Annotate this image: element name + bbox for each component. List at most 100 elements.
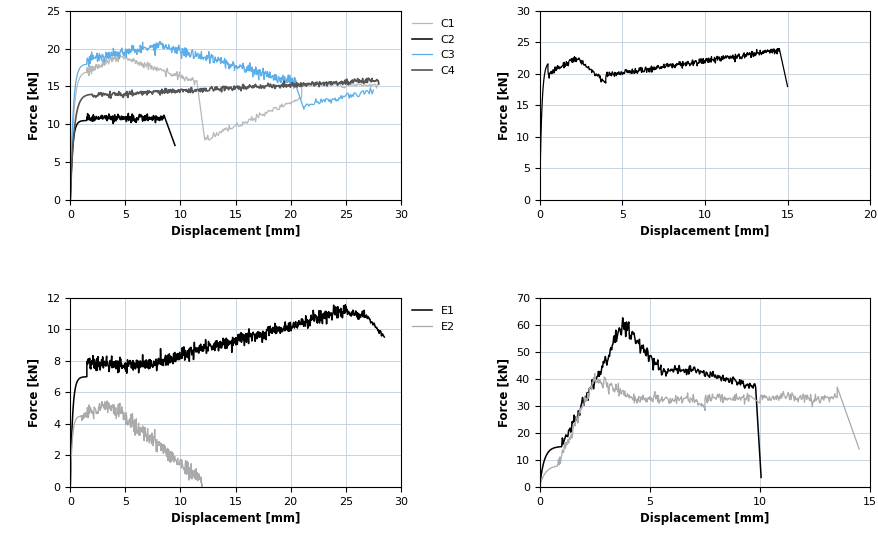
E2 xyxy=(197,486,207,492)
D xyxy=(650,66,660,72)
X-axis label: Displacement [mm]: Displacement [mm] xyxy=(170,512,300,525)
C2 xyxy=(162,123,173,130)
F1 xyxy=(638,349,649,356)
F2 xyxy=(853,446,863,452)
D xyxy=(552,65,563,71)
X-axis label: Displacement [mm]: Displacement [mm] xyxy=(639,512,769,525)
E1 xyxy=(113,362,124,369)
C1 xyxy=(134,59,145,66)
Line: C4: C4 xyxy=(70,78,378,200)
F1 xyxy=(755,474,766,481)
F1 xyxy=(616,315,627,321)
F2 xyxy=(589,370,600,377)
C2 xyxy=(123,110,133,117)
F1 xyxy=(732,379,743,386)
C4 xyxy=(373,80,384,87)
D xyxy=(706,56,716,63)
Line: C1: C1 xyxy=(70,54,378,200)
F2 xyxy=(534,484,544,490)
F2 xyxy=(832,387,843,393)
E1 xyxy=(133,364,143,371)
Legend: E1, E2: E1, E2 xyxy=(407,302,459,336)
C2 xyxy=(111,113,121,120)
C1 xyxy=(192,84,203,90)
C3 xyxy=(99,55,110,62)
C4 xyxy=(83,92,93,98)
C4 xyxy=(363,75,373,82)
C2 xyxy=(65,196,76,203)
X-axis label: Displacement [mm]: Displacement [mm] xyxy=(170,225,300,238)
C4 xyxy=(65,196,76,203)
Legend: D: D xyxy=(876,86,878,106)
D xyxy=(633,68,644,74)
D xyxy=(752,50,762,56)
C4 xyxy=(67,161,77,168)
C2 xyxy=(169,142,180,149)
C3 xyxy=(154,38,164,45)
C4 xyxy=(333,80,343,87)
C3 xyxy=(255,73,266,79)
C2 xyxy=(144,114,155,121)
C1 xyxy=(363,82,374,89)
C1 xyxy=(373,82,384,88)
Line: F1: F1 xyxy=(539,318,760,487)
F2 xyxy=(702,392,712,399)
E1 xyxy=(372,328,383,334)
Line: C3: C3 xyxy=(70,42,373,200)
C4 xyxy=(260,83,270,90)
E1 xyxy=(340,301,350,308)
E1 xyxy=(247,337,257,344)
Line: E1: E1 xyxy=(70,305,384,487)
E2 xyxy=(197,486,207,492)
E2 xyxy=(83,401,94,408)
D xyxy=(773,45,783,52)
Line: D: D xyxy=(539,49,787,200)
X-axis label: Displacement [mm]: Displacement [mm] xyxy=(639,225,769,238)
D xyxy=(534,196,544,203)
F2 xyxy=(587,379,597,386)
D xyxy=(781,83,792,90)
C3 xyxy=(330,98,341,104)
C3 xyxy=(83,56,93,62)
C2 xyxy=(107,113,118,119)
C3 xyxy=(65,196,76,203)
Legend: C1, C2, C3, C4: C1, C2, C3, C4 xyxy=(407,15,459,80)
F1 xyxy=(752,422,762,429)
E1 xyxy=(216,345,227,351)
Y-axis label: Force [kN]: Force [kN] xyxy=(497,358,510,427)
Y-axis label: Force [kN]: Force [kN] xyxy=(497,71,510,140)
E2 xyxy=(180,457,191,464)
F1 xyxy=(601,358,611,364)
Line: C2: C2 xyxy=(70,113,175,200)
F2 xyxy=(846,426,857,433)
Legend: F1, F2: F1, F2 xyxy=(876,302,878,336)
E2 xyxy=(174,461,184,467)
C2 xyxy=(162,119,172,126)
E2 xyxy=(102,398,112,404)
Line: E2: E2 xyxy=(70,401,202,489)
C3 xyxy=(368,86,378,93)
D xyxy=(751,50,761,56)
E1 xyxy=(378,334,389,340)
E2 xyxy=(171,458,182,464)
F1 xyxy=(679,369,689,376)
F2 xyxy=(752,399,763,405)
E2 xyxy=(145,437,155,443)
C1 xyxy=(200,135,211,141)
E2 xyxy=(89,416,99,422)
F2 xyxy=(571,413,581,420)
E1 xyxy=(65,484,76,490)
C4 xyxy=(278,84,289,91)
Line: F2: F2 xyxy=(539,374,858,487)
C3 xyxy=(75,65,85,72)
F1 xyxy=(534,484,544,490)
C3 xyxy=(177,50,188,56)
F1 xyxy=(751,397,761,403)
Y-axis label: Force [kN]: Force [kN] xyxy=(28,71,41,140)
C1 xyxy=(74,75,84,82)
C4 xyxy=(324,78,335,85)
E1 xyxy=(80,374,90,380)
C2 xyxy=(129,115,140,122)
C1 xyxy=(110,50,120,57)
E2 xyxy=(65,484,76,490)
